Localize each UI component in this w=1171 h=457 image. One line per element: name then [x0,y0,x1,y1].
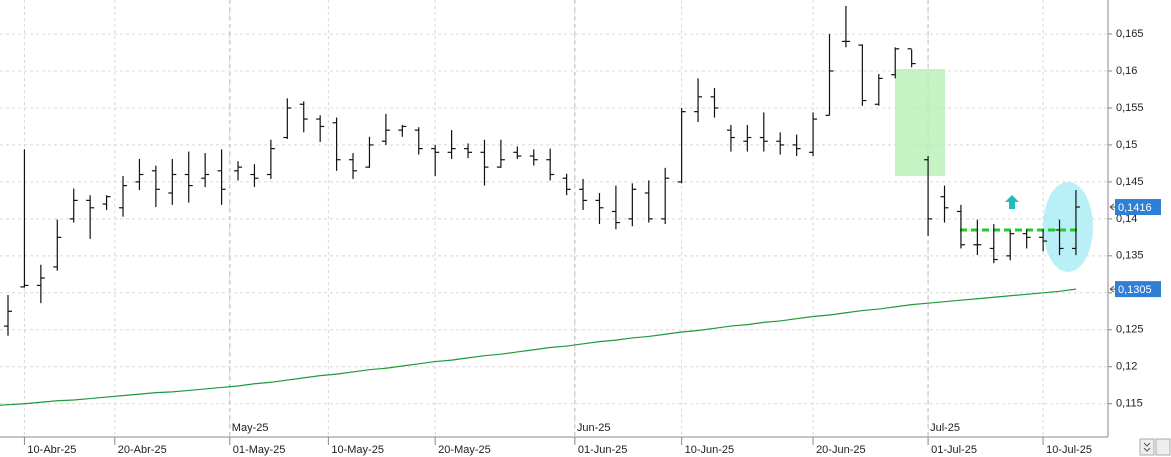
y-tick-label: 0,145 [1116,176,1144,188]
price-tag-label: 0,1305 [1118,284,1152,296]
x-tick-label: 01-May-25 [233,444,286,456]
price-tag [1115,199,1161,216]
y-tick-label: 0,165 [1116,28,1144,40]
x-tick-label: 20-Abr-25 [118,444,167,456]
x-tick-label: 01-Jun-25 [578,444,628,456]
y-tick-label: 0,125 [1116,324,1144,336]
x-tick-label: 10-Abr-25 [27,444,76,456]
y-tick-label: 0,155 [1116,102,1144,114]
y-tick-label: 0,14 [1116,213,1137,225]
month-label: Jul-25 [930,422,960,434]
scroll-left[interactable] [1139,438,1155,456]
scroll-icon [1143,442,1151,452]
x-tick-label: 20-Jun-25 [816,444,866,456]
highlight-ellipse [1043,182,1093,272]
up-arrow [1005,195,1019,209]
x-tick-label: 10-May-25 [331,444,384,456]
y-tick-label: 0,16 [1116,65,1137,77]
price-tag [1115,281,1161,298]
x-tick-label: 20-May-25 [438,444,491,456]
price-tag-label: 0,1416 [1118,202,1152,214]
scroll-buttons[interactable] [1139,438,1171,456]
moving-average [0,288,1077,406]
y-tick-label: 0,15 [1116,139,1137,151]
month-label: May-25 [232,422,269,434]
scroll-right[interactable] [1155,438,1171,456]
y-tick-label: 0,135 [1116,250,1144,262]
highlight-box [895,69,945,176]
month-label: Jun-25 [577,422,611,434]
x-tick-label: 10-Jul-25 [1046,444,1092,456]
y-tick-label: 0,12 [1116,361,1137,373]
x-tick-label: 01-Jul-25 [931,444,977,456]
x-tick-label: 10-Jun-25 [685,444,735,456]
y-tick-label: 0,115 [1116,398,1143,410]
